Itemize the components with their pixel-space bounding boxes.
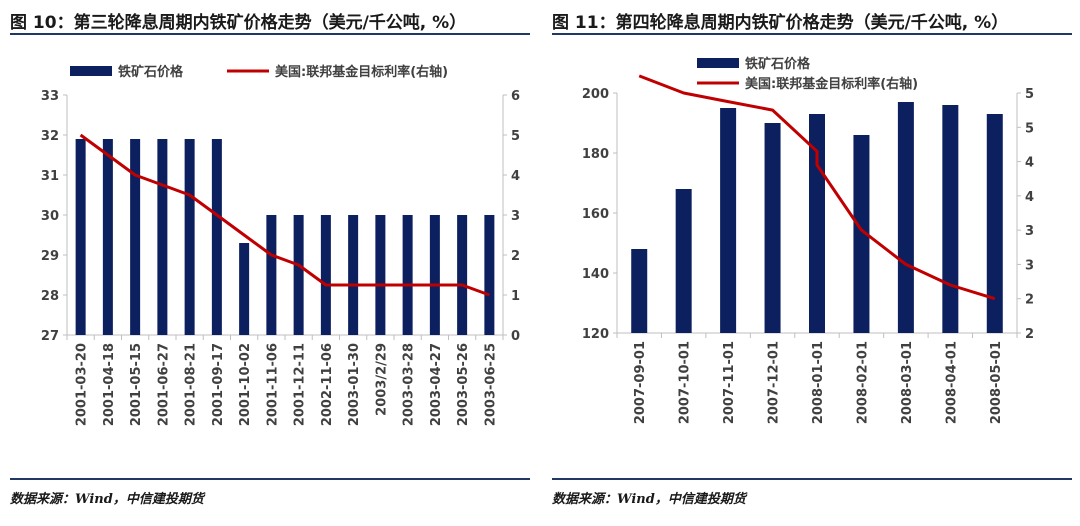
left-axis-tick-label: 140 [582, 267, 609, 282]
left-axis-tick-label: 33 [41, 89, 59, 104]
legend-line-label: 美国:联邦基金目标利率(右轴) [745, 76, 918, 92]
x-axis-category-label: 2003/2/29 [374, 343, 389, 416]
left-axis-tick-label: 29 [41, 249, 59, 264]
bar-iron-ore-price [239, 243, 250, 335]
bar-iron-ore-price [102, 139, 113, 335]
right-axis-tick-label: 4 [1025, 190, 1034, 205]
x-axis-category-label: 2007-12-01 [767, 341, 782, 424]
left-axis-tick-label: 30 [41, 209, 59, 224]
left-axis-tick-label: 31 [41, 169, 59, 184]
x-axis-category-label: 2001-10-02 [238, 343, 253, 426]
x-axis-category-label: 2008-04-01 [944, 341, 959, 424]
x-axis-category-label: 2007-09-01 [633, 341, 648, 424]
bar-iron-ore-price [853, 135, 870, 333]
x-axis-category-label: 2007-11-01 [722, 341, 737, 424]
bar-iron-ore-price [942, 105, 959, 333]
right-axis-tick-label: 5 [1025, 121, 1034, 136]
x-axis-category-label: 2001-08-21 [184, 343, 199, 426]
left-axis-tick-label: 32 [41, 129, 59, 144]
legend-bar-swatch [697, 58, 739, 68]
x-axis-category-label: 2003-06-25 [483, 343, 498, 426]
chart-1-footer-rule [10, 478, 530, 480]
right-axis-tick-label: 5 [511, 129, 520, 144]
x-axis-category-label: 2008-05-01 [989, 341, 1004, 424]
x-axis-category-label: 2002-11-06 [320, 343, 335, 426]
chart-1-title: 图 10：第三轮降息周期内铁矿价格走势（美元/千公吨, %） [10, 13, 467, 33]
legend-bar-label: 铁矿石价格 [744, 56, 811, 72]
chart-1-title-rule [10, 33, 530, 35]
right-axis-tick-label: 4 [511, 169, 520, 184]
x-axis-category-label: 2008-01-01 [811, 341, 826, 424]
x-axis-category-label: 2003-03-28 [402, 343, 417, 426]
bar-iron-ore-price [157, 139, 168, 335]
x-axis-category-label: 2001-12-11 [293, 343, 308, 426]
x-axis-category-label: 2001-05-15 [129, 343, 144, 426]
left-axis-tick-label: 180 [582, 147, 609, 162]
right-axis-tick-label: 0 [511, 329, 520, 344]
x-axis-category-label: 2001-06-27 [156, 343, 171, 426]
legend-bar-swatch [70, 66, 112, 76]
x-axis-category-label: 2001-04-18 [102, 343, 117, 426]
x-axis-category-label: 2008-02-01 [855, 341, 870, 424]
bar-iron-ore-price [631, 249, 648, 333]
chart-2: 120 140 160 180 200 2 2 3 3 4 4 5 5 2007-09-01 2007-10… [582, 56, 1034, 424]
right-axis-tick-label: 3 [511, 209, 520, 224]
right-axis-tick-label: 5 [1025, 87, 1034, 102]
bar-iron-ore-price [720, 108, 737, 333]
x-axis-category-label: 2003-05-26 [456, 343, 471, 426]
left-axis-tick-label: 27 [41, 329, 59, 344]
bar-iron-ore-price [130, 139, 141, 335]
x-axis-category-label: 2003-04-27 [429, 343, 444, 426]
right-axis-tick-label: 3 [1025, 258, 1034, 273]
right-axis-tick-label: 2 [511, 249, 520, 264]
left-axis-tick-label: 200 [582, 87, 609, 102]
chart-2-footer-rule [552, 478, 1072, 480]
bar-iron-ore-price [457, 215, 468, 335]
x-axis-category-label: 2001-09-17 [211, 343, 226, 426]
bar-iron-ore-price [293, 215, 304, 335]
legend-bar-label: 铁矿石价格 [117, 64, 184, 80]
x-axis-category-label: 2001-03-20 [75, 343, 90, 426]
bar-iron-ore-price [429, 215, 440, 335]
bar-iron-ore-price [375, 215, 386, 335]
right-axis-tick-label: 2 [1025, 327, 1034, 342]
bar-iron-ore-price [348, 215, 359, 335]
chart-1: 27 28 29 30 31 32 33 0 1 2 3 4 5 6 2001-03-20 2001-04-1… [41, 64, 520, 426]
bar-iron-ore-price [484, 215, 495, 335]
bar-iron-ore-price [211, 139, 222, 335]
line-fed-funds-rate [79, 133, 490, 297]
bar-iron-ore-price [675, 189, 692, 333]
line-fed-funds-rate [638, 74, 996, 301]
chart-2-title: 图 11：第四轮降息周期内铁矿价格走势（美元/千公吨, %） [552, 13, 1009, 33]
bar-iron-ore-price [75, 139, 86, 335]
left-axis-tick-label: 160 [582, 207, 609, 222]
bar-iron-ore-price [184, 139, 195, 335]
right-axis-tick-label: 4 [1025, 156, 1034, 171]
right-axis-tick-label: 6 [511, 89, 520, 104]
x-axis-category-label: 2003-01-30 [347, 343, 362, 426]
bar-iron-ore-price [764, 123, 781, 333]
bar-iron-ore-price [986, 114, 1003, 333]
x-axis-category-label: 2007-10-01 [678, 341, 693, 424]
bar-iron-ore-price [266, 215, 277, 335]
bar-iron-ore-price [320, 215, 331, 335]
legend-line-label: 美国:联邦基金目标利率(右轴) [275, 64, 448, 80]
chart-2-title-rule [552, 33, 1072, 35]
chart-1-source: 数据来源：Wind，中信建投期货 [10, 492, 204, 507]
bar-iron-ore-price [402, 215, 413, 335]
right-axis-tick-label: 1 [511, 289, 520, 304]
x-axis-category-label: 2008-03-01 [900, 341, 915, 424]
x-axis-category-label: 2001-11-06 [265, 343, 280, 426]
bar-iron-ore-price [897, 102, 914, 333]
chart-2-source: 数据来源：Wind，中信建投期货 [552, 492, 746, 507]
left-axis-tick-label: 120 [582, 327, 609, 342]
right-axis-tick-label: 2 [1025, 293, 1034, 308]
right-axis-tick-label: 3 [1025, 224, 1034, 239]
left-axis-tick-label: 28 [41, 289, 59, 304]
